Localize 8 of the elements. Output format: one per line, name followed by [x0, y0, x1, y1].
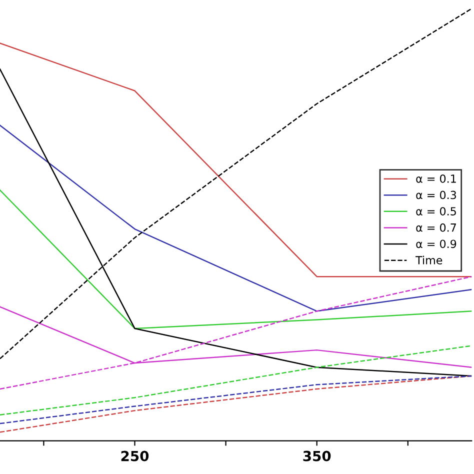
- x-tick-label: 250: [121, 450, 149, 462]
- legend-label: α = 0.3: [416, 190, 456, 200]
- legend-label: α = 0.7: [416, 223, 456, 232]
- legend-label: α = 0.1: [416, 174, 456, 183]
- legend-label: α = 0.9: [416, 240, 456, 248]
- x-tick-label: 350: [303, 450, 331, 462]
- legend-label: α = 0.5: [416, 207, 456, 216]
- legend-label: Time: [416, 256, 442, 264]
